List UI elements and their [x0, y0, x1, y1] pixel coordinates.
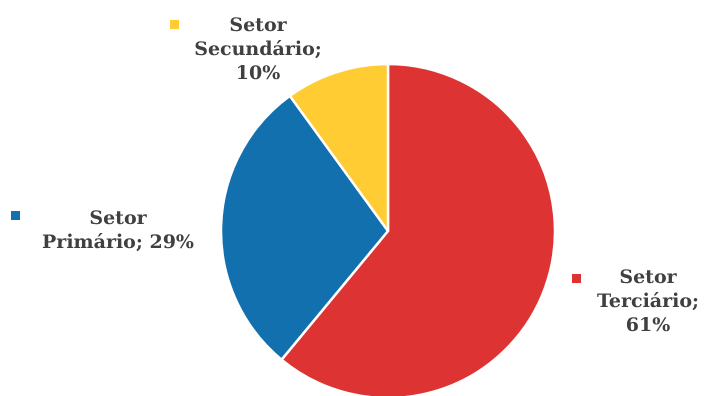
legend-key-terciario [572, 274, 581, 283]
slice-secundario [288, 62, 390, 233]
legend-key-primario [11, 211, 20, 220]
slice-terciario [280, 62, 557, 396]
legend-key-secundario [170, 20, 179, 29]
pie-slices [219, 62, 557, 396]
slice-label-secundario: Setor Secundário; 10% [168, 13, 348, 85]
slice-label-primario: Setor Primário; 29% [11, 206, 206, 254]
slice-label-terciario: Setor Terciário; 61% [572, 265, 710, 337]
slice-primario [219, 94, 390, 361]
